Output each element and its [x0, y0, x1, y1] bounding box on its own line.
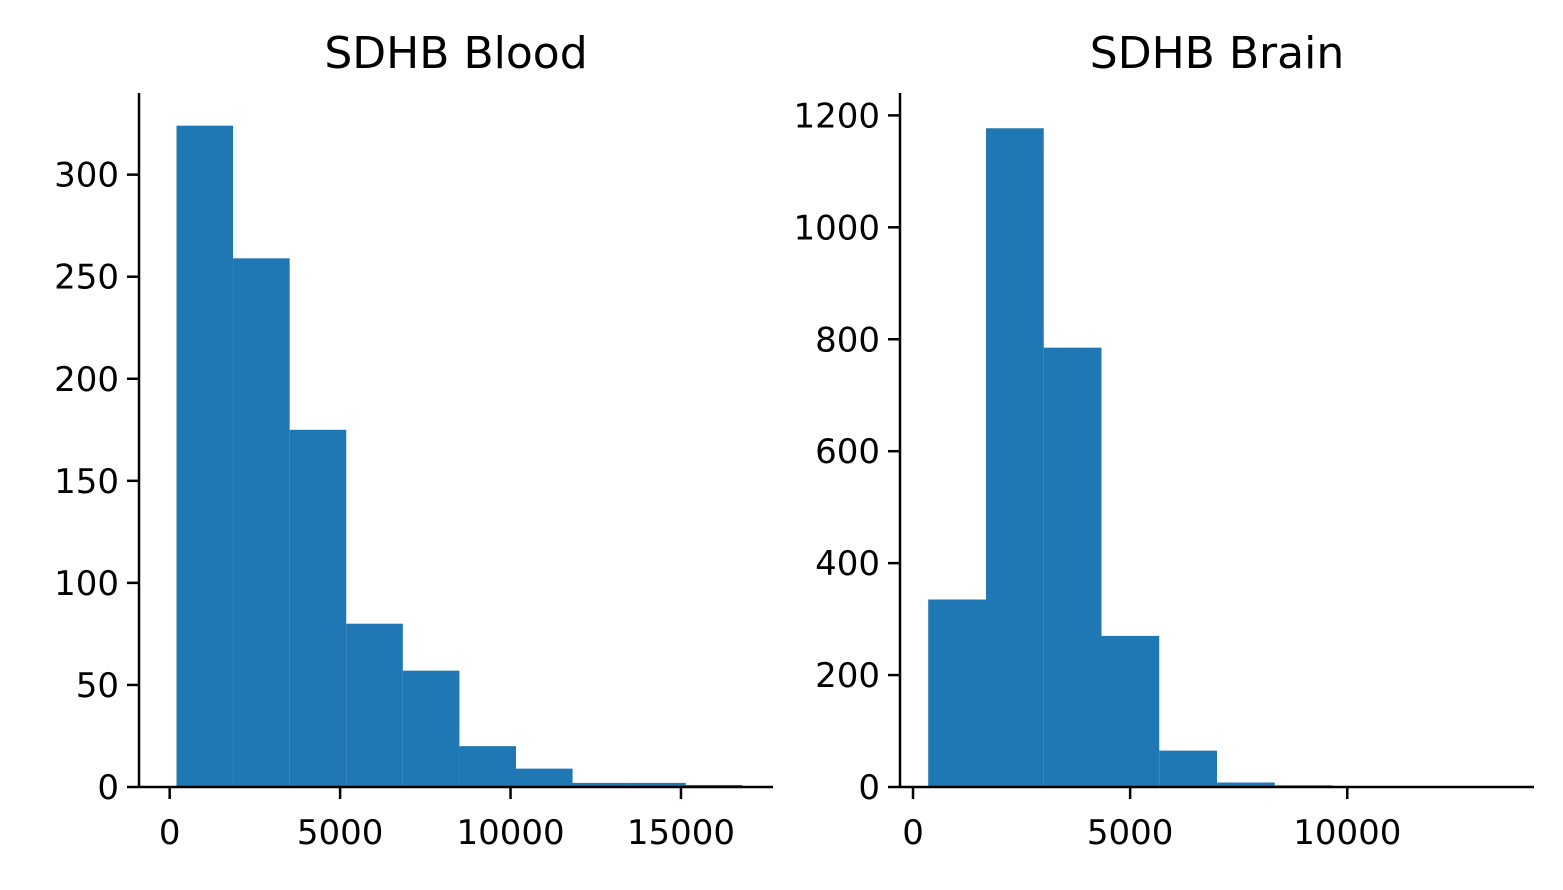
y-tick-label: 100: [54, 564, 119, 604]
histogram-bar: [459, 746, 516, 787]
histogram-bar: [289, 429, 347, 787]
y-tick-label: 400: [815, 544, 880, 584]
x-tick-label: 5000: [1087, 813, 1174, 853]
histogram-bar: [629, 782, 686, 787]
y-tick-label: 1000: [793, 208, 880, 248]
x-tick-label: 15000: [627, 813, 735, 853]
x-tick-label: 10000: [1293, 813, 1401, 853]
histogram-bar: [233, 258, 290, 787]
histogram-bar: [1217, 782, 1275, 787]
histogram-bar: [402, 670, 460, 787]
histogram-bar: [1043, 347, 1102, 787]
y-tick-label: 150: [54, 462, 119, 502]
y-tick-label: 600: [815, 432, 880, 472]
histogram-bar: [346, 623, 403, 787]
y-tick-label: 200: [54, 360, 119, 400]
panel-sdhb-blood: SDHB Blood 0 50 100 150 200 250 300 0 5000 10000 15…: [54, 28, 773, 853]
y-tick-label: 50: [76, 666, 119, 706]
y-tick-label: 0: [97, 768, 119, 808]
x-tick-label: 5000: [297, 813, 384, 853]
chart-title: SDHB Brain: [1090, 28, 1344, 79]
y-tick-label: 0: [858, 768, 880, 808]
histogram-bar: [572, 782, 630, 787]
y-tick-label: 300: [54, 156, 119, 196]
chart-title: SDHB Blood: [324, 28, 587, 79]
x-tick-label: 10000: [456, 813, 564, 853]
histogram-bar: [515, 768, 573, 787]
histogram-bar: [1159, 750, 1217, 787]
x-tick-label: 0: [902, 813, 924, 853]
y-tick-label: 200: [815, 656, 880, 696]
histogram-bar: [1101, 635, 1160, 787]
histogram-bar: [928, 599, 986, 787]
x-tick-label: 0: [159, 813, 181, 853]
y-tick-label: 800: [815, 320, 880, 360]
y-tick-label: 250: [54, 258, 119, 298]
histogram-bar: [985, 128, 1044, 788]
panel-sdhb-brain: SDHB Brain 0 200 400 600 800 1000 1200 0 5000 1000…: [793, 28, 1534, 853]
histogram-bar: [176, 125, 234, 788]
y-tick-label: 1200: [793, 96, 880, 136]
